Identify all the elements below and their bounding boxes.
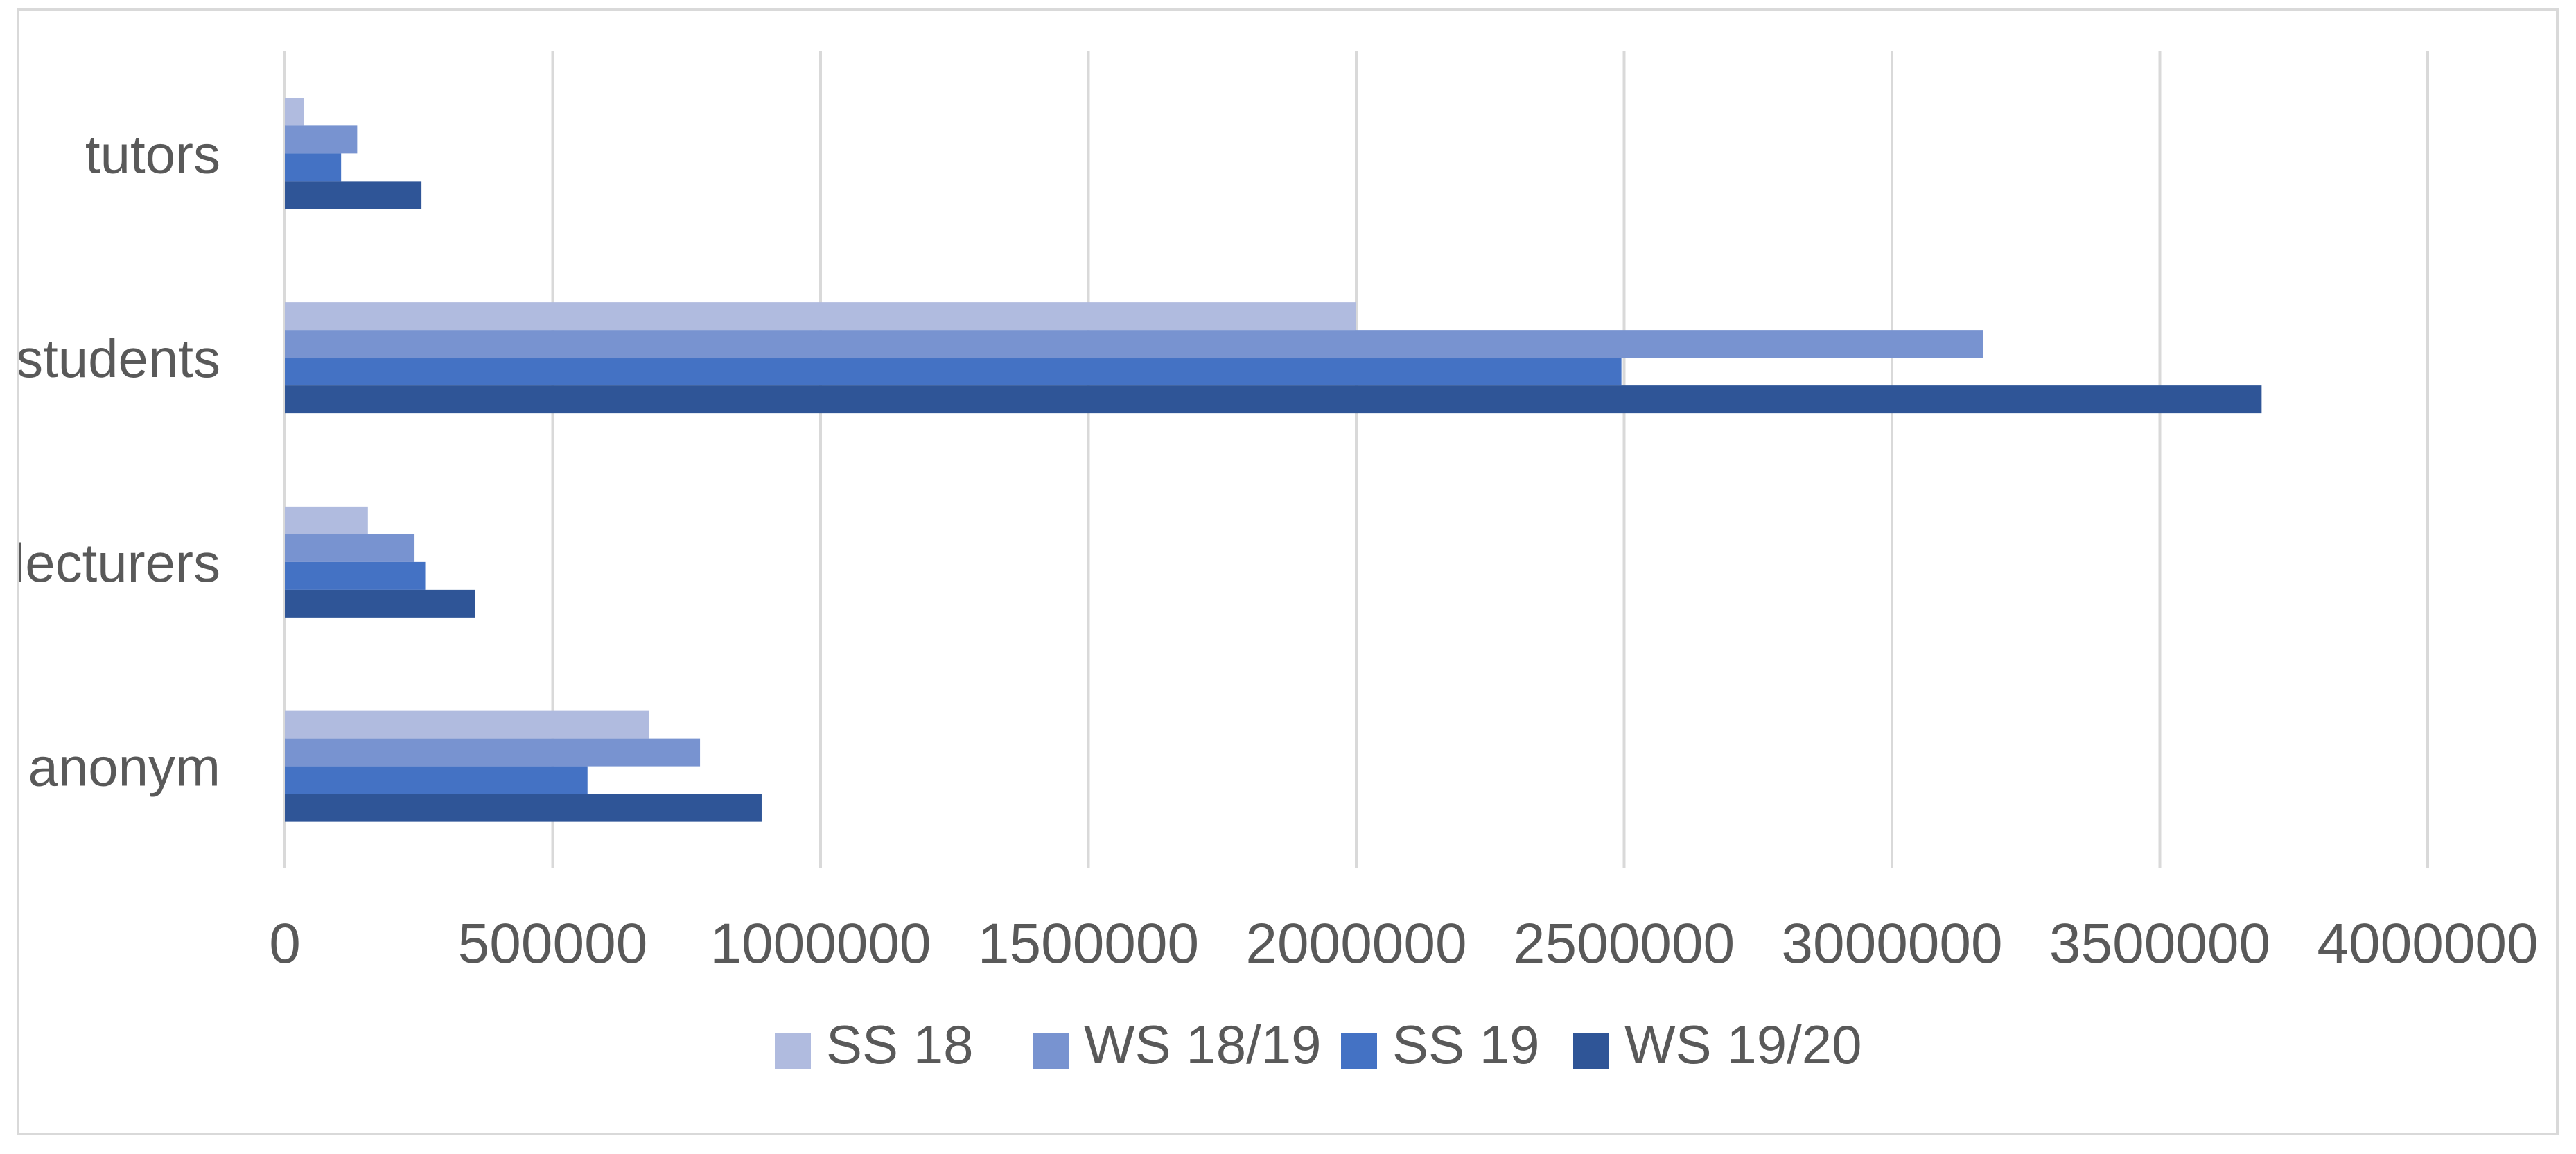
category-label-lecturers: lecturers (19, 532, 220, 593)
bars (285, 98, 2262, 822)
legend-label-ws-19-20: WS 19/20 (1624, 1014, 1862, 1075)
x-tick-label-6: 3000000 (1781, 912, 2002, 975)
legend-swatch-ss-19 (1341, 1033, 1377, 1069)
bar-students-ss-18 (285, 302, 1356, 331)
legend-swatch-ws-18-19 (1033, 1033, 1069, 1069)
bar-students-ss-19 (285, 358, 1622, 386)
category-label-students: students (19, 328, 220, 389)
legend-label-ws-18-19: WS 18/19 (1084, 1014, 1322, 1075)
legend-swatch-ws-19-20 (1573, 1033, 1609, 1069)
bar-anonym-ss-18 (285, 710, 649, 739)
legend-label-ss-19: SS 19 (1392, 1014, 1539, 1075)
bar-chart: anonym lecturers students tutors 0 500000 100… (13, 51, 2539, 1075)
category-label-anonym: anonym (28, 737, 221, 798)
x-tick-label-0: 0 (269, 912, 301, 975)
x-tick-label-8: 4000000 (2317, 912, 2538, 975)
gridlines (283, 51, 2429, 868)
x-tick-label-1: 500000 (458, 912, 648, 975)
bar-anonym-ws-18-19 (285, 738, 701, 767)
legend-label-ss-18: SS 18 (826, 1014, 973, 1075)
bar-anonym-ws-19-20 (285, 794, 762, 822)
bar-lecturers-ss-19 (285, 561, 426, 590)
x-tick-label-3: 1500000 (978, 912, 1199, 975)
bar-lecturers-ss-18 (285, 506, 368, 534)
category-label-tutors: tutors (85, 123, 220, 184)
bar-tutors-ws-19-20 (285, 181, 422, 209)
bar-tutors-ss-19 (285, 153, 342, 182)
x-tick-label-4: 2000000 (1245, 912, 1466, 975)
legend: SS 18 WS 18/19 SS 19 WS 19/20 (775, 1014, 1862, 1075)
bar-tutors-ws-18-19 (285, 125, 358, 154)
bar-tutors-ss-18 (285, 98, 304, 126)
x-tick-label-2: 1000000 (710, 912, 931, 975)
bar-students-ws-18-19 (285, 330, 1983, 358)
x-tick-label-5: 2500000 (1514, 912, 1735, 975)
bar-students-ws-19-20 (285, 385, 2262, 414)
bar-lecturers-ws-19-20 (285, 589, 475, 618)
legend-swatch-ss-18 (775, 1033, 811, 1069)
bar-anonym-ss-19 (285, 766, 588, 794)
x-axis-tick-labels: 0 500000 1000000 1500000 2000000 2500000 30000… (269, 912, 2538, 975)
chart-frame: anonym lecturers students tutors 0 500000 100… (13, 8, 2559, 1135)
x-tick-label-7: 3500000 (2049, 912, 2270, 975)
bar-lecturers-ws-18-19 (285, 534, 415, 562)
category-labels: anonym lecturers students tutors (13, 123, 221, 798)
